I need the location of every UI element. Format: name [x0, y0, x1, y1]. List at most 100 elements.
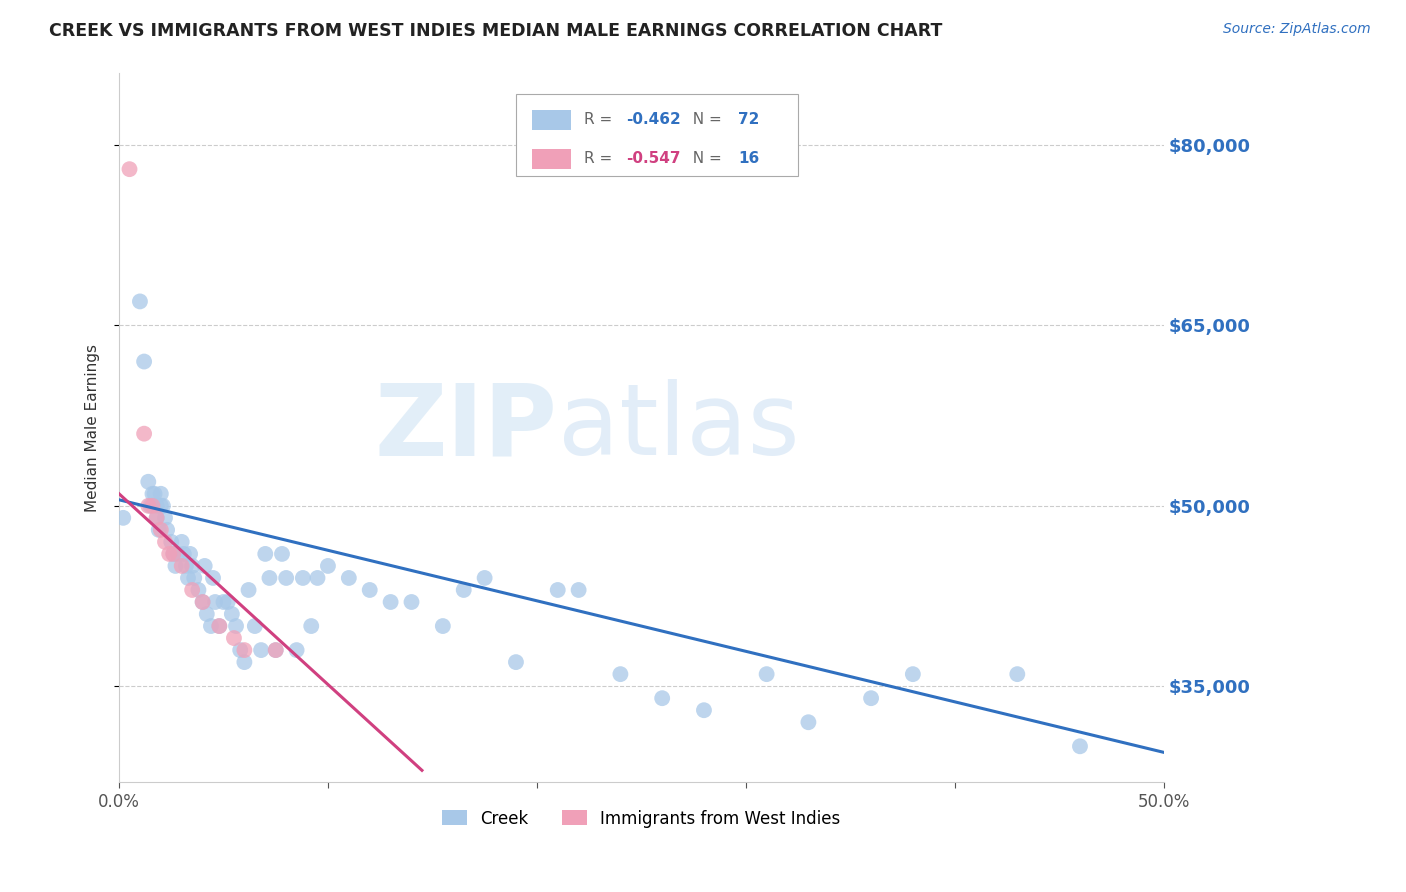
- FancyBboxPatch shape: [516, 95, 799, 176]
- Y-axis label: Median Male Earnings: Median Male Earnings: [86, 343, 100, 512]
- Point: [208, 619, 231, 633]
- Point: [166, 547, 188, 561]
- Point: [797, 715, 820, 730]
- Point: [173, 547, 195, 561]
- Point: [153, 534, 176, 549]
- Point: [1007, 667, 1029, 681]
- Point: [170, 534, 193, 549]
- Point: [139, 499, 162, 513]
- Point: [204, 595, 226, 609]
- Point: [194, 558, 217, 573]
- Point: [162, 547, 184, 561]
- Point: [160, 534, 183, 549]
- Point: [233, 655, 256, 669]
- Point: [181, 582, 204, 597]
- Point: [505, 655, 527, 669]
- Point: [141, 487, 163, 501]
- Text: CREEK VS IMMIGRANTS FROM WEST INDIES MEDIAN MALE EARNINGS CORRELATION CHART: CREEK VS IMMIGRANTS FROM WEST INDIES MED…: [49, 22, 942, 40]
- Point: [276, 571, 298, 585]
- Point: [291, 571, 314, 585]
- Point: [141, 499, 163, 513]
- Point: [229, 643, 252, 657]
- Point: [238, 582, 260, 597]
- Point: [174, 558, 197, 573]
- Point: [285, 643, 308, 657]
- Point: [183, 571, 205, 585]
- Point: [307, 571, 329, 585]
- Point: [651, 691, 673, 706]
- Point: [134, 426, 156, 441]
- Point: [264, 643, 287, 657]
- Bar: [531, 149, 571, 169]
- Point: [148, 523, 170, 537]
- Point: [143, 487, 166, 501]
- Point: [179, 547, 201, 561]
- Point: [187, 582, 209, 597]
- Legend: Creek, Immigrants from West Indies: Creek, Immigrants from West Indies: [436, 803, 848, 834]
- Point: [316, 558, 339, 573]
- Point: [156, 523, 179, 537]
- Point: [157, 547, 180, 561]
- Point: [222, 631, 245, 645]
- Point: [243, 619, 266, 633]
- Point: [153, 511, 176, 525]
- Point: [200, 619, 222, 633]
- Point: [149, 499, 172, 513]
- Point: [359, 582, 381, 597]
- Text: 72: 72: [738, 112, 759, 128]
- Point: [755, 667, 778, 681]
- Point: [233, 643, 256, 657]
- Text: -0.547: -0.547: [626, 152, 681, 166]
- Point: [264, 643, 287, 657]
- Point: [208, 619, 231, 633]
- Point: [693, 703, 716, 717]
- Text: ZIP: ZIP: [375, 379, 558, 476]
- Point: [129, 294, 152, 309]
- Point: [1069, 739, 1091, 754]
- Point: [225, 619, 247, 633]
- Point: [299, 619, 322, 633]
- Point: [609, 667, 631, 681]
- Point: [860, 691, 883, 706]
- Point: [271, 547, 294, 561]
- Point: [337, 571, 360, 585]
- Point: [177, 571, 200, 585]
- Point: [145, 499, 167, 513]
- Point: [181, 558, 204, 573]
- Text: atlas: atlas: [558, 379, 800, 476]
- Text: R =: R =: [583, 112, 617, 128]
- Point: [254, 547, 277, 561]
- Point: [453, 582, 475, 597]
- Point: [568, 582, 591, 597]
- Point: [212, 595, 235, 609]
- Point: [474, 571, 496, 585]
- Point: [136, 499, 159, 513]
- Text: Source: ZipAtlas.com: Source: ZipAtlas.com: [1223, 22, 1371, 37]
- Point: [149, 487, 172, 501]
- Point: [145, 511, 167, 525]
- Point: [136, 475, 159, 489]
- Text: 16: 16: [738, 152, 759, 166]
- Point: [380, 595, 402, 609]
- Point: [165, 558, 187, 573]
- Point: [112, 511, 135, 525]
- Point: [191, 595, 214, 609]
- Point: [145, 511, 167, 525]
- Point: [118, 162, 141, 177]
- Point: [250, 643, 273, 657]
- Point: [432, 619, 454, 633]
- Point: [195, 607, 218, 621]
- Point: [221, 607, 243, 621]
- Point: [217, 595, 239, 609]
- Point: [170, 558, 193, 573]
- Bar: [531, 110, 571, 129]
- Point: [162, 547, 184, 561]
- Point: [901, 667, 924, 681]
- Text: R =: R =: [583, 152, 617, 166]
- Point: [152, 499, 174, 513]
- Point: [149, 523, 172, 537]
- Point: [191, 595, 214, 609]
- Point: [259, 571, 281, 585]
- Text: N =: N =: [683, 112, 727, 128]
- Text: N =: N =: [683, 152, 727, 166]
